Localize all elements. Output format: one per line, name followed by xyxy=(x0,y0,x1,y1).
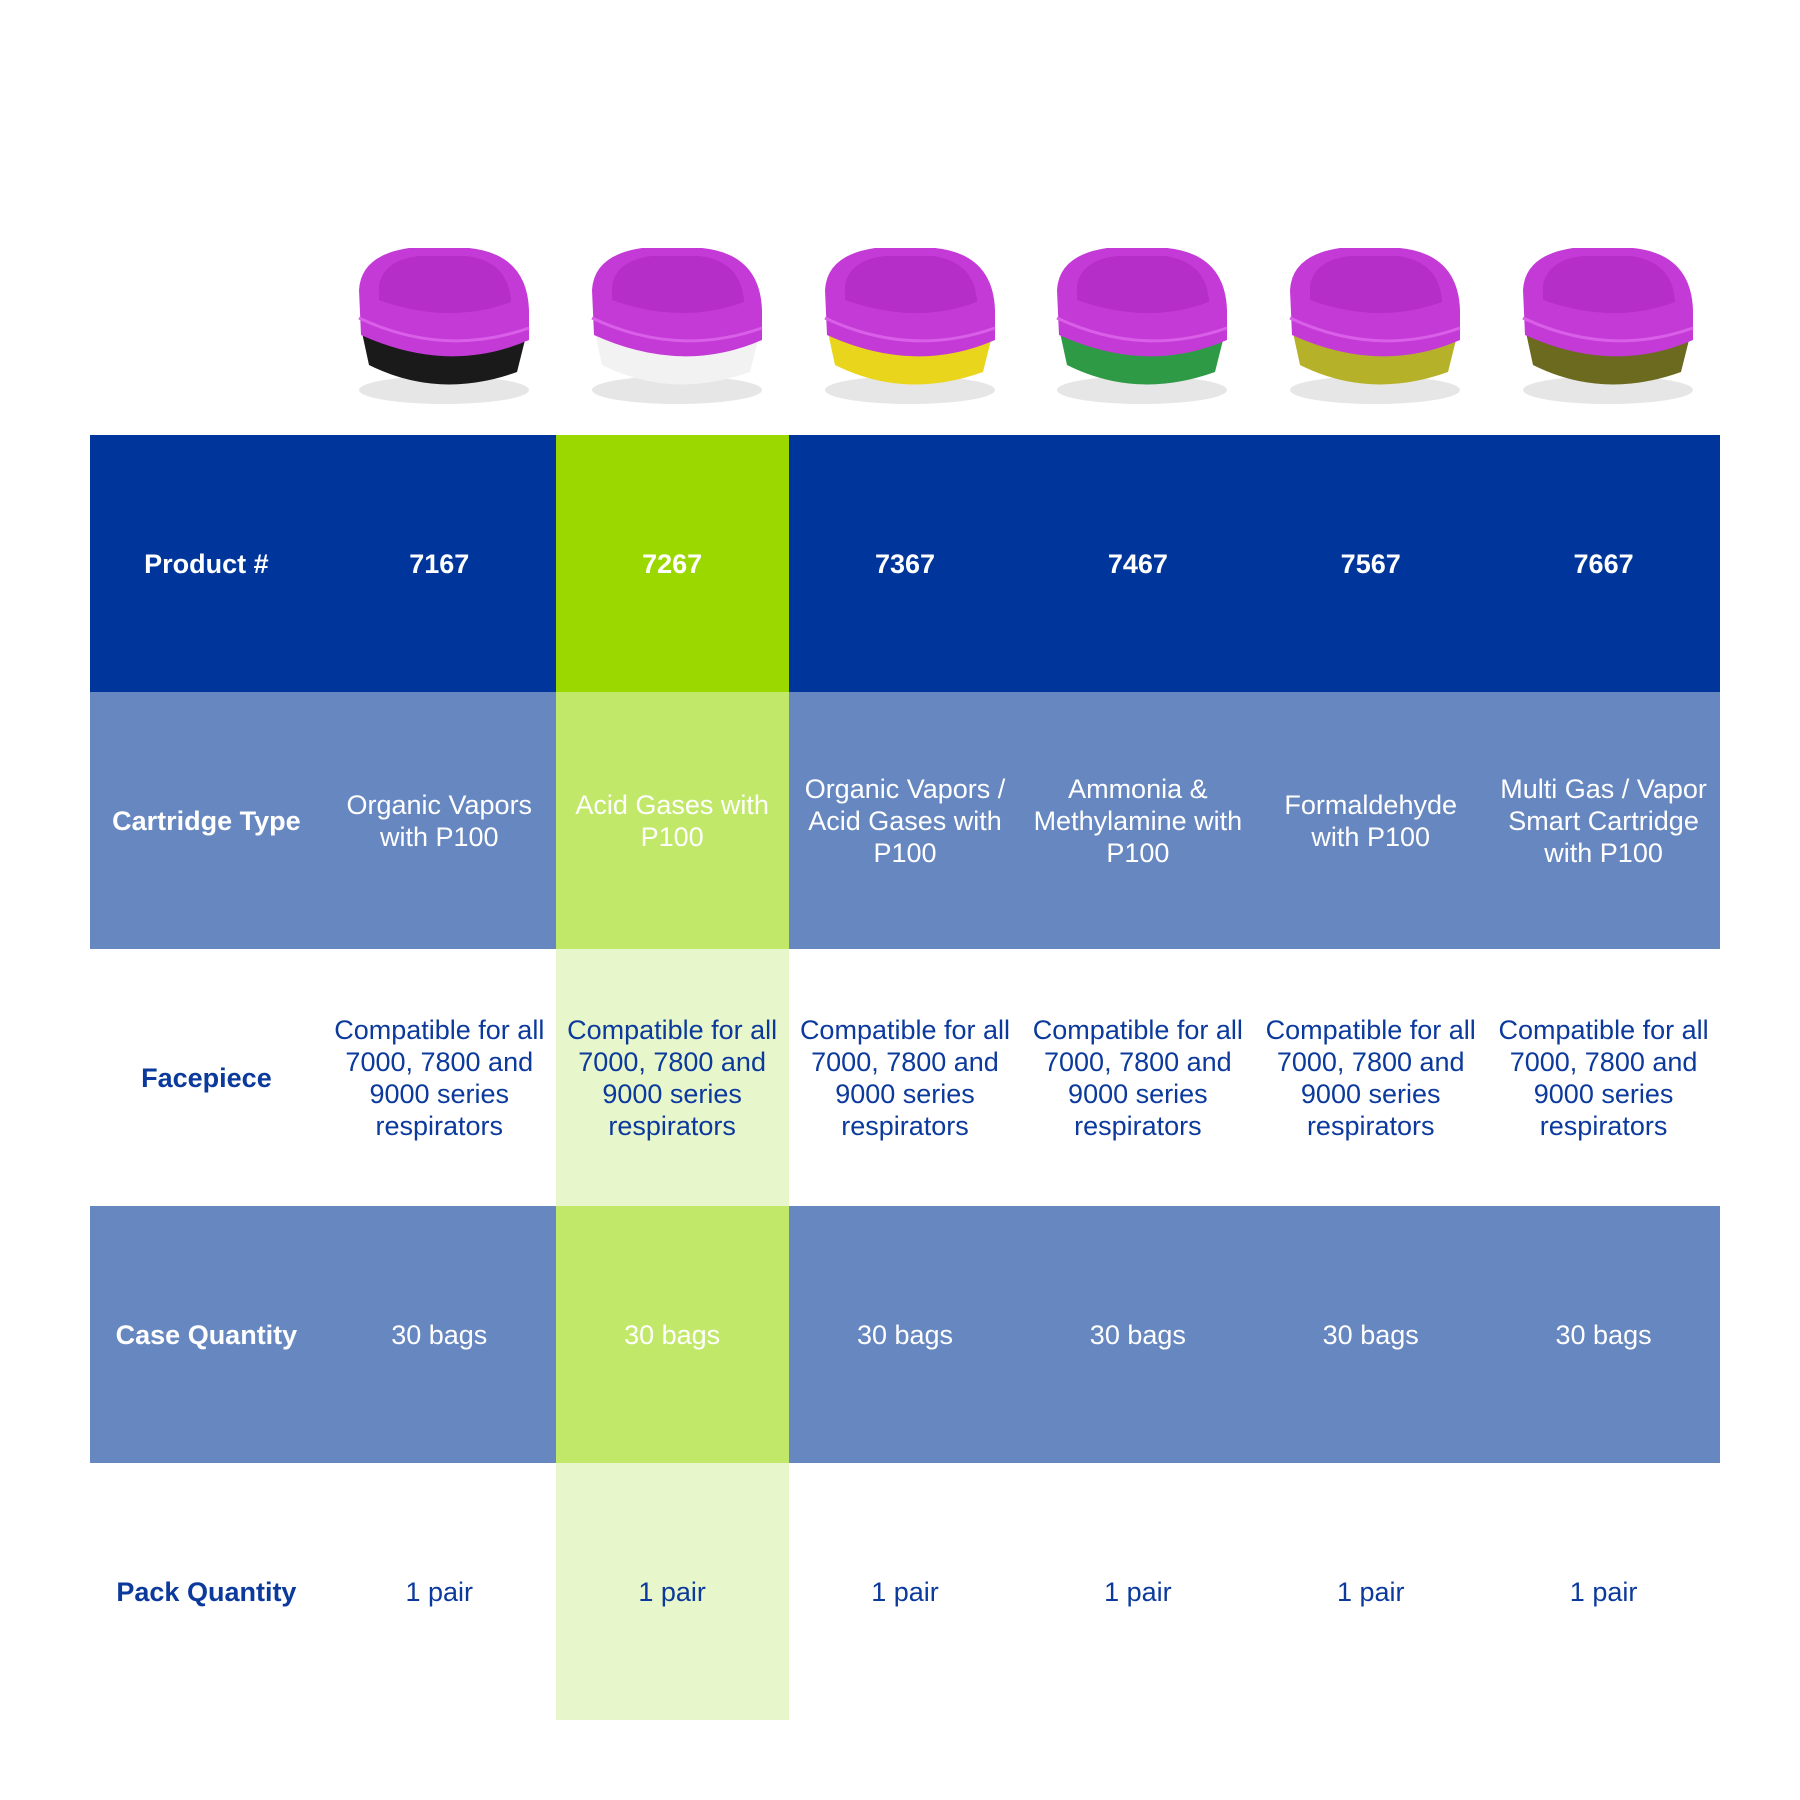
row-label-cartridge-type: Cartridge Type xyxy=(90,692,323,949)
cartridge-image xyxy=(1487,240,1720,420)
facepiece-cell: Compatible for all 7000, 7800 and 9000 s… xyxy=(555,949,789,1206)
cartridge-image xyxy=(1254,240,1487,420)
comparison-table: Product #7167 7267 7367 7467 7567 7667 Cartrid… xyxy=(90,435,1720,1720)
row-label-product-number: Product # xyxy=(90,435,323,692)
pack-quantity-cell: 1 pair xyxy=(555,1463,789,1720)
facepiece-cell: Compatible for all 7000, 7800 and 9000 s… xyxy=(788,949,1022,1206)
product-number-cell: 7667 xyxy=(1487,435,1720,692)
product-number-cell: 7467 xyxy=(1021,435,1255,692)
pack-quantity-cell: 1 pair xyxy=(788,1463,1022,1720)
pack-quantity-cell: 1 pair xyxy=(322,1463,556,1720)
case-quantity-cell: 30 bags xyxy=(322,1206,556,1463)
product-number-cell: 7367 xyxy=(788,435,1022,692)
facepiece-cell: Compatible for all 7000, 7800 and 9000 s… xyxy=(1021,949,1255,1206)
product-number-cell: 7267 xyxy=(555,435,789,692)
cartridge-type-cell: Organic Vapors / Acid Gases with P100 xyxy=(788,692,1022,949)
spacer xyxy=(90,240,323,420)
cartridge-image xyxy=(789,240,1022,420)
case-quantity-cell: 30 bags xyxy=(1021,1206,1255,1463)
row-label-facepiece: Facepiece xyxy=(90,949,323,1206)
facepiece-cell: Compatible for all 7000, 7800 and 9000 s… xyxy=(1254,949,1488,1206)
cartridge-image xyxy=(323,240,556,420)
cartridge-type-cell: Formaldehyde with P100 xyxy=(1254,692,1488,949)
pack-quantity-cell: 1 pair xyxy=(1021,1463,1255,1720)
cartridge-type-cell: Multi Gas / Vapor Smart Cartridge with P… xyxy=(1487,692,1720,949)
cartridge-type-cell: Organic Vapors with P100 xyxy=(322,692,556,949)
cartridge-image xyxy=(556,240,789,420)
cartridge-type-cell: Ammonia & Methylamine with P100 xyxy=(1021,692,1255,949)
cartridge-images xyxy=(90,240,1720,420)
row-label-case-quantity: Case Quantity xyxy=(90,1206,323,1463)
pack-quantity-cell: 1 pair xyxy=(1254,1463,1488,1720)
cartridge-image xyxy=(1021,240,1254,420)
facepiece-cell: Compatible for all 7000, 7800 and 9000 s… xyxy=(322,949,556,1206)
case-quantity-cell: 30 bags xyxy=(1254,1206,1488,1463)
row-label-pack-quantity: Pack Quantity xyxy=(90,1463,323,1720)
product-number-cell: 7567 xyxy=(1254,435,1488,692)
facepiece-cell: Compatible for all 7000, 7800 and 9000 s… xyxy=(1487,949,1720,1206)
pack-quantity-cell: 1 pair xyxy=(1487,1463,1720,1720)
product-number-cell: 7167 xyxy=(322,435,556,692)
case-quantity-cell: 30 bags xyxy=(1487,1206,1720,1463)
cartridge-type-cell: Acid Gases with P100 xyxy=(555,692,789,949)
case-quantity-cell: 30 bags xyxy=(555,1206,789,1463)
case-quantity-cell: 30 bags xyxy=(788,1206,1022,1463)
